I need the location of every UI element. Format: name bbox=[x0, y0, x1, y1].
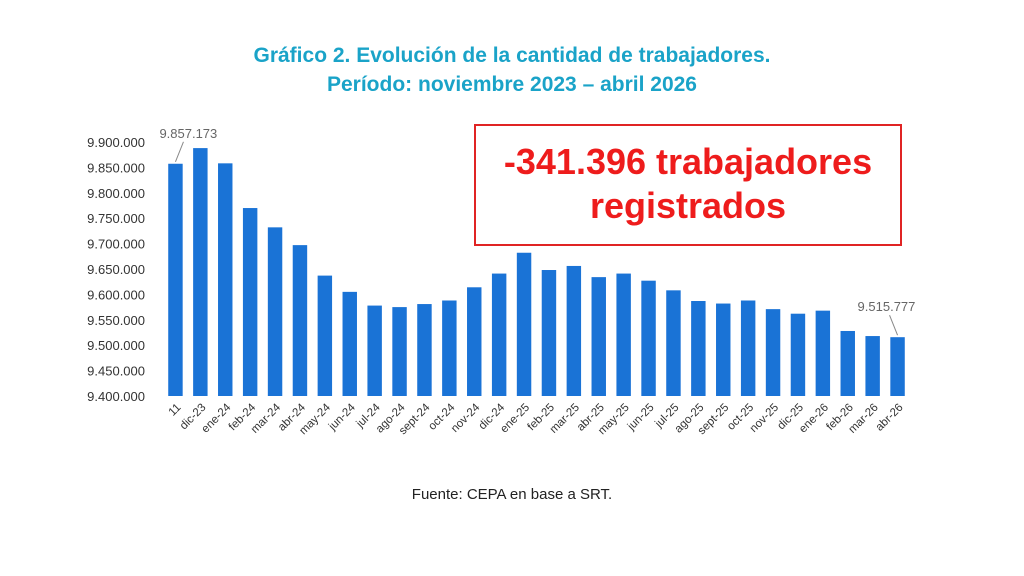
y-tick-label: 9.400.000 bbox=[87, 389, 145, 404]
bar bbox=[765, 309, 781, 396]
y-tick-label: 9.800.000 bbox=[87, 186, 145, 201]
callout-box: -341.396 trabajadores registrados bbox=[474, 124, 902, 246]
x-tick-label: jun-24 bbox=[326, 401, 358, 433]
bar bbox=[317, 275, 333, 396]
bar bbox=[367, 305, 382, 396]
bar bbox=[815, 310, 831, 396]
bar bbox=[242, 208, 258, 396]
bar bbox=[516, 252, 532, 396]
bar bbox=[168, 163, 183, 396]
bar bbox=[292, 245, 308, 396]
y-tick-label: 9.900.000 bbox=[87, 135, 145, 150]
bar bbox=[491, 273, 507, 396]
y-tick-label: 9.550.000 bbox=[87, 313, 145, 328]
data-label-leader bbox=[174, 141, 184, 162]
x-tick-label: abr-26 bbox=[874, 402, 906, 434]
x-tick-label: nov-25 bbox=[748, 402, 781, 435]
bar bbox=[790, 313, 806, 396]
x-tick-label: jun-25 bbox=[625, 402, 657, 434]
bar bbox=[541, 270, 557, 396]
y-tick-label: 9.750.000 bbox=[87, 211, 145, 226]
bar bbox=[890, 337, 905, 396]
chart-title: Gráfico 2. Evolución de la cantidad de t… bbox=[253, 44, 771, 67]
y-tick-label: 9.700.000 bbox=[87, 237, 145, 252]
bar bbox=[193, 148, 208, 396]
chart-subtitle: Período: noviembre 2023 – abril 2026 bbox=[326, 73, 697, 96]
bar bbox=[691, 301, 706, 396]
y-tick-label: 9.500.000 bbox=[87, 338, 145, 353]
callout-line2: registrados bbox=[589, 185, 787, 226]
data-label-leader bbox=[889, 314, 899, 336]
bar bbox=[716, 303, 731, 396]
bar bbox=[342, 291, 357, 396]
y-tick-label: 9.650.000 bbox=[87, 262, 145, 277]
x-tick-label: 11 bbox=[167, 402, 184, 419]
bar bbox=[840, 330, 855, 396]
bar bbox=[740, 300, 756, 396]
bar bbox=[616, 273, 631, 396]
bar-chart: 9.400.000 9.450.000 9.500.000 9.550.000 9.60… bbox=[87, 126, 916, 437]
bar bbox=[641, 280, 656, 396]
bar bbox=[566, 265, 582, 396]
x-tick-label: nov-24 bbox=[449, 401, 483, 435]
bar bbox=[591, 277, 606, 396]
bar bbox=[392, 307, 407, 396]
y-tick-label: 9.850.000 bbox=[87, 160, 145, 175]
bar bbox=[267, 227, 283, 396]
bar bbox=[218, 163, 233, 396]
bar bbox=[442, 300, 457, 396]
data-label: 9.857.173 bbox=[159, 126, 217, 141]
bar bbox=[467, 287, 482, 396]
bar bbox=[417, 304, 432, 396]
y-tick-label: 9.450.000 bbox=[87, 364, 145, 379]
data-label: 9.515.777 bbox=[858, 299, 916, 314]
bar bbox=[865, 336, 880, 396]
source-note: Fuente: CEPA en base a SRT. bbox=[411, 486, 613, 503]
callout-line1: -341.396 trabajadores bbox=[503, 141, 873, 182]
bar bbox=[666, 290, 681, 396]
y-tick-label: 9.600.000 bbox=[87, 287, 145, 302]
